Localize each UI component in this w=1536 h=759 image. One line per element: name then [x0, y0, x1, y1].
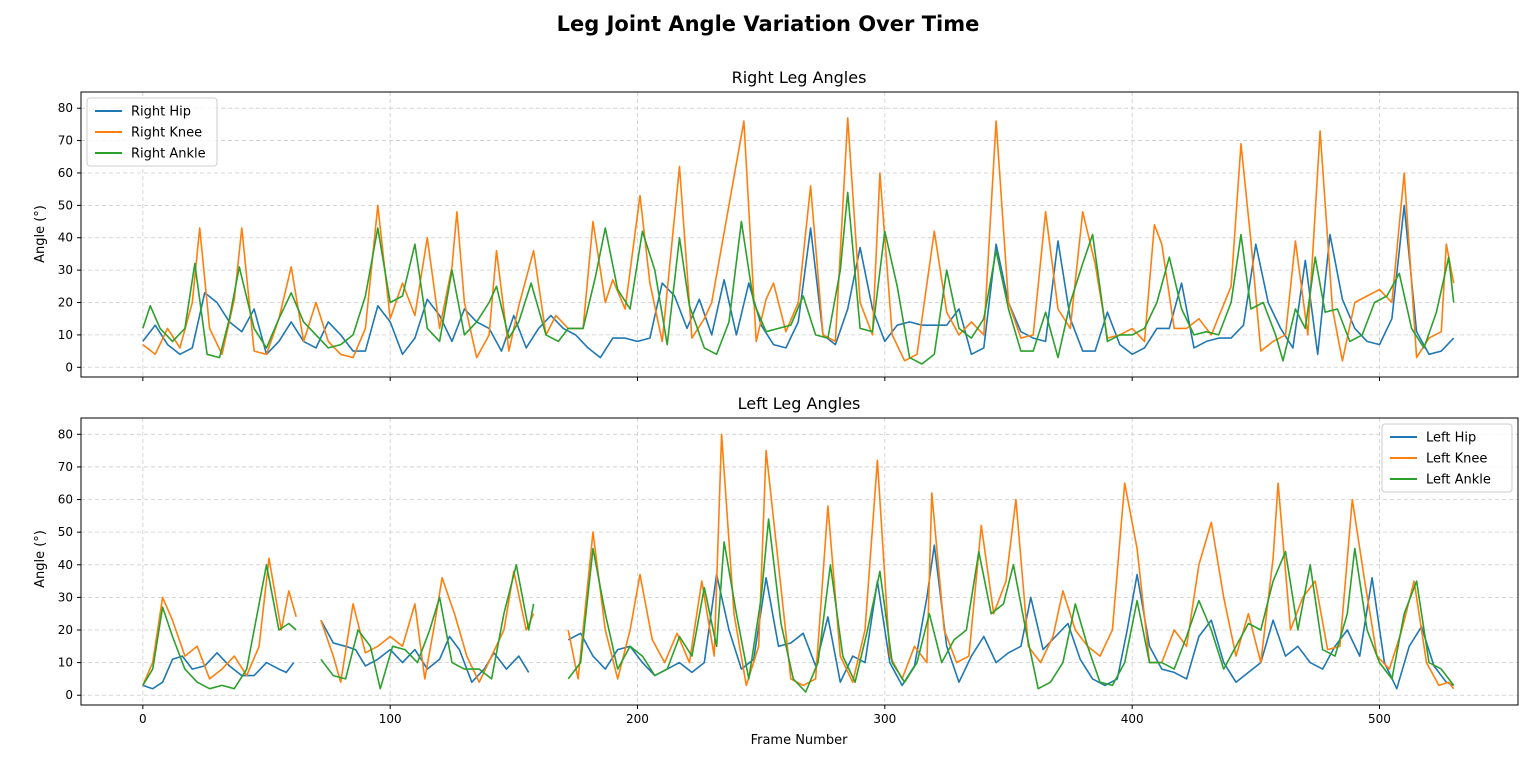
y-tick-label: 30 [58, 263, 73, 277]
legend: Right Hip Right Knee Right Ankle [86, 97, 218, 167]
legend-label: Left Hip [1426, 431, 1476, 446]
y-tick-label: 80 [58, 101, 73, 115]
y-tick-label: 50 [58, 525, 73, 539]
legend: Left Hip Left Knee Left Ankle [1381, 423, 1513, 493]
y-tick-label: 70 [58, 460, 73, 474]
left-leg-chart-title: Left Leg Angles [738, 394, 861, 413]
left-leg-plot-area: 0 100 200 300 400 500 0 10 20 30 40 50 60 70 80 Left Hi… [58, 417, 1519, 726]
right-leg-chart-title: Right Leg Angles [732, 68, 867, 87]
y-tick-label: 0 [65, 688, 73, 702]
y-tick-label: 60 [58, 493, 73, 507]
series-line-left-ankle [567, 518, 1455, 693]
x-tick-label: 100 [379, 712, 402, 726]
y-tick-label: 60 [58, 166, 73, 180]
legend-label: Left Knee [1426, 452, 1487, 467]
right-leg-y-axis-label: Angle (°) [33, 205, 48, 263]
left-leg-y-axis-label: Angle (°) [33, 530, 48, 588]
legend-label: Right Hip [131, 105, 191, 120]
series-line-left-knee [567, 433, 1455, 690]
right-leg-chart: Right Leg Angles Angle (°) 0 10 20 30 40 50 60… [33, 68, 1519, 381]
series-line-left-knee [142, 557, 297, 686]
legend-label: Right Knee [131, 126, 202, 141]
series-line-left-hip [567, 544, 1455, 690]
x-tick-label: 0 [139, 712, 147, 726]
series-line-left-ankle [142, 563, 297, 690]
figure-title: Leg Joint Angle Variation Over Time [557, 12, 980, 36]
left-leg-chart: Left Leg Angles Angle (°) Frame Number 0… [33, 394, 1519, 748]
x-tick-label: 200 [626, 712, 649, 726]
series-line-left-hip [142, 651, 295, 690]
y-tick-label: 10 [58, 656, 73, 670]
x-axis-label: Frame Number [751, 733, 849, 748]
y-tick-label: 0 [65, 360, 73, 374]
x-tick-label: 500 [1368, 712, 1391, 726]
legend-box [1381, 423, 1513, 493]
y-tick-label: 10 [58, 328, 73, 342]
plot-frame [80, 417, 1519, 706]
legend-box [86, 97, 218, 167]
series-line-left-knee [320, 570, 535, 684]
x-tick-label: 400 [1121, 712, 1144, 726]
series-line-right-hip [142, 204, 1455, 359]
y-tick-label: 40 [58, 231, 73, 245]
y-tick-label: 40 [58, 558, 73, 572]
y-tick-label: 50 [58, 198, 73, 212]
plot-frame [80, 91, 1519, 378]
y-tick-label: 80 [58, 427, 73, 441]
series-line-right-knee [142, 117, 1455, 362]
y-tick-label: 30 [58, 590, 73, 604]
legend-label: Right Ankle [131, 147, 206, 162]
legend-label: Left Ankle [1426, 473, 1491, 488]
series-line-right-ankle [142, 191, 1455, 365]
series-line-left-ankle [320, 563, 535, 690]
y-tick-label: 70 [58, 134, 73, 148]
x-tick-label: 300 [873, 712, 896, 726]
y-tick-label: 20 [58, 296, 73, 310]
y-tick-label: 20 [58, 623, 73, 637]
